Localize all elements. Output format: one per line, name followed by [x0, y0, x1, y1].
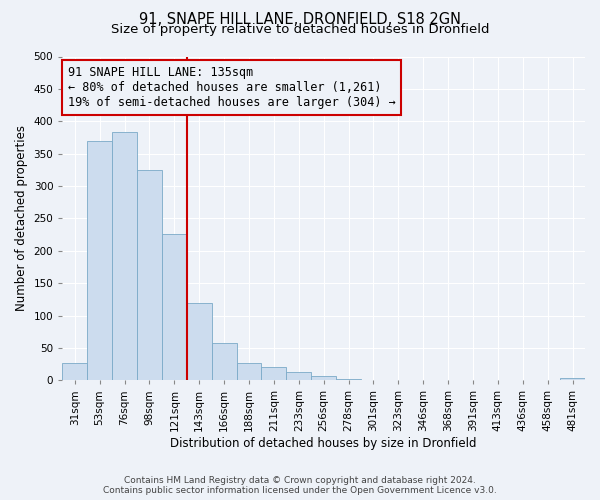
Text: Contains HM Land Registry data © Crown copyright and database right 2024.
Contai: Contains HM Land Registry data © Crown c…: [103, 476, 497, 495]
Bar: [187, 302, 212, 380]
Bar: [137, 170, 162, 380]
Bar: [162, 234, 187, 380]
Bar: [560, 378, 585, 380]
Text: 91 SNAPE HILL LANE: 135sqm
← 80% of detached houses are smaller (1,261)
19% of s: 91 SNAPE HILL LANE: 135sqm ← 80% of deta…: [68, 66, 395, 109]
Text: Size of property relative to detached houses in Dronfield: Size of property relative to detached ho…: [111, 22, 489, 36]
Bar: [336, 379, 361, 380]
Bar: [112, 132, 137, 380]
Y-axis label: Number of detached properties: Number of detached properties: [15, 126, 28, 312]
Bar: [87, 140, 112, 380]
Bar: [262, 368, 286, 380]
Text: 91, SNAPE HILL LANE, DRONFIELD, S18 2GN: 91, SNAPE HILL LANE, DRONFIELD, S18 2GN: [139, 12, 461, 28]
Bar: [236, 363, 262, 380]
Bar: [311, 376, 336, 380]
Bar: [212, 344, 236, 380]
Bar: [286, 372, 311, 380]
Bar: [62, 363, 87, 380]
X-axis label: Distribution of detached houses by size in Dronfield: Distribution of detached houses by size …: [170, 437, 477, 450]
